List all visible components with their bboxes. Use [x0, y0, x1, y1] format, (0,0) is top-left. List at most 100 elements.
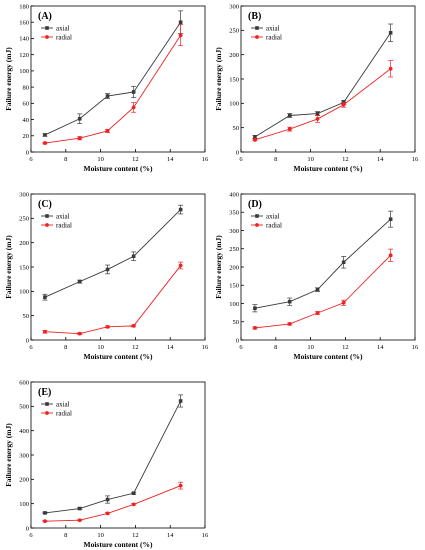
- x-tick-label: 14: [377, 344, 384, 351]
- data-point: [178, 399, 183, 403]
- y-tick-label: 250: [229, 246, 239, 253]
- data-point: [105, 324, 110, 329]
- chart-panel-5: 6 8 10 12 14 16 0 100 200 300 400 500 600 Moisture co…: [4, 379, 209, 549]
- x-axis-label: Moisture content (%): [293, 352, 363, 361]
- y-tick-label: 0: [26, 149, 29, 156]
- series-line: [44, 34, 182, 144]
- legend-label: axial: [56, 212, 70, 220]
- y-tick-label: 300: [229, 228, 239, 235]
- x-tick-label: 12: [342, 344, 349, 351]
- legend-marker: [45, 223, 49, 227]
- data-point: [77, 116, 82, 121]
- x-tick-label: 12: [342, 156, 349, 163]
- x-axis-label: Moisture content (%): [83, 164, 153, 173]
- data-point: [131, 90, 136, 94]
- legend-label: radial: [266, 221, 282, 229]
- y-tick-label: 50: [233, 319, 240, 326]
- data-point: [131, 105, 136, 110]
- y-tick-label: 400: [229, 191, 239, 198]
- series-axial: [42, 394, 184, 515]
- data-point: [178, 483, 183, 488]
- x-tick-label: 8: [274, 344, 277, 351]
- x-tick-label: 10: [97, 344, 104, 351]
- panel-label: (E): [38, 387, 51, 398]
- x-tick-label: 6: [29, 344, 33, 351]
- series-line: [44, 485, 181, 522]
- y-tick-label: 50: [233, 125, 240, 132]
- y-tick-label: 250: [19, 216, 29, 223]
- y-tick-label: 20: [23, 133, 30, 140]
- series-axial: [252, 210, 394, 313]
- data-point: [43, 329, 47, 334]
- y-tick-label: 50: [23, 313, 30, 320]
- y-tick-label: 200: [229, 52, 239, 59]
- data-point: [105, 94, 110, 98]
- data-point: [43, 511, 47, 515]
- x-tick-label: 8: [64, 344, 67, 351]
- data-point: [131, 254, 136, 259]
- chart-panel-4: 6 8 10 12 14 16 0 50 100 150 200 250 300 350 400 Moistu…: [214, 191, 419, 361]
- data-point: [77, 518, 82, 523]
- y-tick-label: 200: [19, 477, 29, 484]
- series-radial: [252, 248, 394, 330]
- legend-label: radial: [266, 33, 282, 41]
- chart-panel-2: 6 8 10 12 14 16 0 50 100 150 200 250 300 Moisture con…: [214, 3, 419, 173]
- y-tick-label: 100: [229, 101, 239, 108]
- series-radial: [42, 481, 184, 524]
- data-point: [253, 326, 257, 330]
- y-tick-label: 300: [229, 3, 239, 10]
- y-axis-label: Failure energy (mJ): [4, 47, 13, 111]
- panel-label: (A): [38, 11, 52, 22]
- data-point: [77, 136, 82, 141]
- y-tick-label: 0: [236, 337, 239, 344]
- data-point: [315, 311, 320, 315]
- x-tick-label: 6: [29, 532, 33, 539]
- data-point: [388, 30, 393, 35]
- data-point: [43, 133, 47, 137]
- data-point: [287, 322, 292, 326]
- legend-marker: [45, 26, 49, 30]
- x-tick-label: 10: [307, 156, 314, 163]
- chart-panel-1: 6 8 10 12 14 16020406080100120140160180Moistu…: [4, 3, 209, 173]
- data-point: [178, 207, 183, 212]
- data-point: [77, 279, 82, 284]
- x-tick-label: 12: [132, 532, 139, 539]
- y-tick-label: 600: [19, 379, 29, 386]
- series-line: [254, 218, 391, 309]
- x-tick-label: 12: [132, 156, 139, 163]
- y-axis-label: Failure energy (mJ): [214, 47, 223, 111]
- panel-label: (B): [248, 11, 261, 22]
- y-tick-label: 100: [19, 501, 29, 508]
- legend-label: axial: [266, 212, 280, 220]
- series-axial: [252, 23, 394, 139]
- chart-panel-3: 6 8 10 12 14 16 0 50 100 150 200 250 300 Moisture con…: [4, 191, 209, 361]
- data-point: [388, 66, 393, 71]
- y-tick-label: 160: [19, 20, 29, 27]
- x-axis-label: Moisture content (%): [293, 164, 363, 173]
- y-tick-label: 150: [229, 283, 239, 290]
- series-line: [254, 68, 391, 141]
- legend-marker: [255, 223, 259, 227]
- y-tick-label: 0: [26, 525, 29, 532]
- y-tick-label: 150: [229, 76, 239, 83]
- data-point: [77, 331, 82, 336]
- data-point: [388, 253, 393, 258]
- x-tick-label: 14: [377, 156, 384, 163]
- data-point: [178, 20, 183, 25]
- data-point: [105, 129, 110, 133]
- y-tick-label: 300: [19, 191, 29, 198]
- y-axis-label: Failure energy (mJ): [214, 235, 223, 299]
- x-tick-label: 14: [167, 156, 174, 163]
- y-tick-label: 140: [19, 36, 29, 43]
- x-tick-label: 8: [64, 156, 67, 163]
- y-tick-label: 100: [19, 68, 29, 75]
- legend-label: axial: [56, 24, 70, 32]
- x-tick-label: 14: [167, 344, 174, 351]
- data-point: [131, 323, 136, 328]
- y-tick-label: 0: [26, 337, 29, 344]
- legend-label: radial: [56, 409, 72, 417]
